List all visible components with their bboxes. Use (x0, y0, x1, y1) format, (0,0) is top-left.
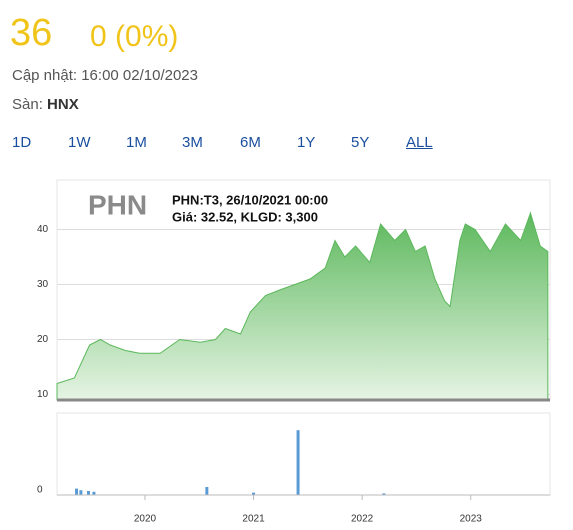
y-tick-label: 0 (37, 485, 43, 496)
volume-panel (56, 412, 551, 496)
range-tab[interactable]: 1W (68, 134, 91, 151)
y-tick-label: 30 (37, 279, 49, 290)
updated-time: Cập nhật: 16:00 02/10/2023 (12, 67, 198, 84)
range-tab[interactable]: 5Y (351, 134, 370, 151)
y-tick-label: 10 (37, 389, 49, 400)
x-tick-label: 2020 (134, 514, 157, 525)
volume-bar (382, 493, 386, 495)
range-tab[interactable]: 1Y (297, 134, 316, 151)
exchange-label: Sàn: (12, 96, 43, 113)
x-tick-label: 2023 (460, 514, 483, 525)
volume-bar (75, 488, 79, 495)
range-tab[interactable]: 1M (126, 134, 147, 151)
exchange-value: HNX (47, 96, 79, 113)
x-tick-label: 2021 (242, 514, 265, 525)
exchange: Sàn: HNX (12, 96, 79, 113)
volume-bar (92, 491, 96, 495)
tooltip-text: Giá: 32.52, KLGD: 3,300 (172, 209, 318, 224)
volume-bar (86, 491, 90, 495)
watermark: PHN (88, 189, 147, 220)
range-tab[interactable]: 6M (240, 134, 261, 151)
y-tick-label: 20 (37, 334, 49, 345)
volume-bar (296, 430, 300, 495)
range-tab[interactable]: 3M (182, 134, 203, 151)
tooltip-text: PHN:T3, 26/10/2021 00:00 (172, 192, 328, 207)
price: 36 (10, 12, 53, 54)
range-tab[interactable]: 1D (12, 134, 32, 151)
volume-bar (79, 490, 83, 495)
change: 0 (0%) (90, 20, 179, 53)
x-tick-label: 2022 (351, 514, 374, 525)
volume-bar (252, 492, 256, 495)
volume-bar (205, 487, 209, 495)
price-area (56, 211, 549, 401)
y-tick-label: 40 (37, 224, 49, 235)
range-tab[interactable]: ALL (406, 134, 433, 151)
